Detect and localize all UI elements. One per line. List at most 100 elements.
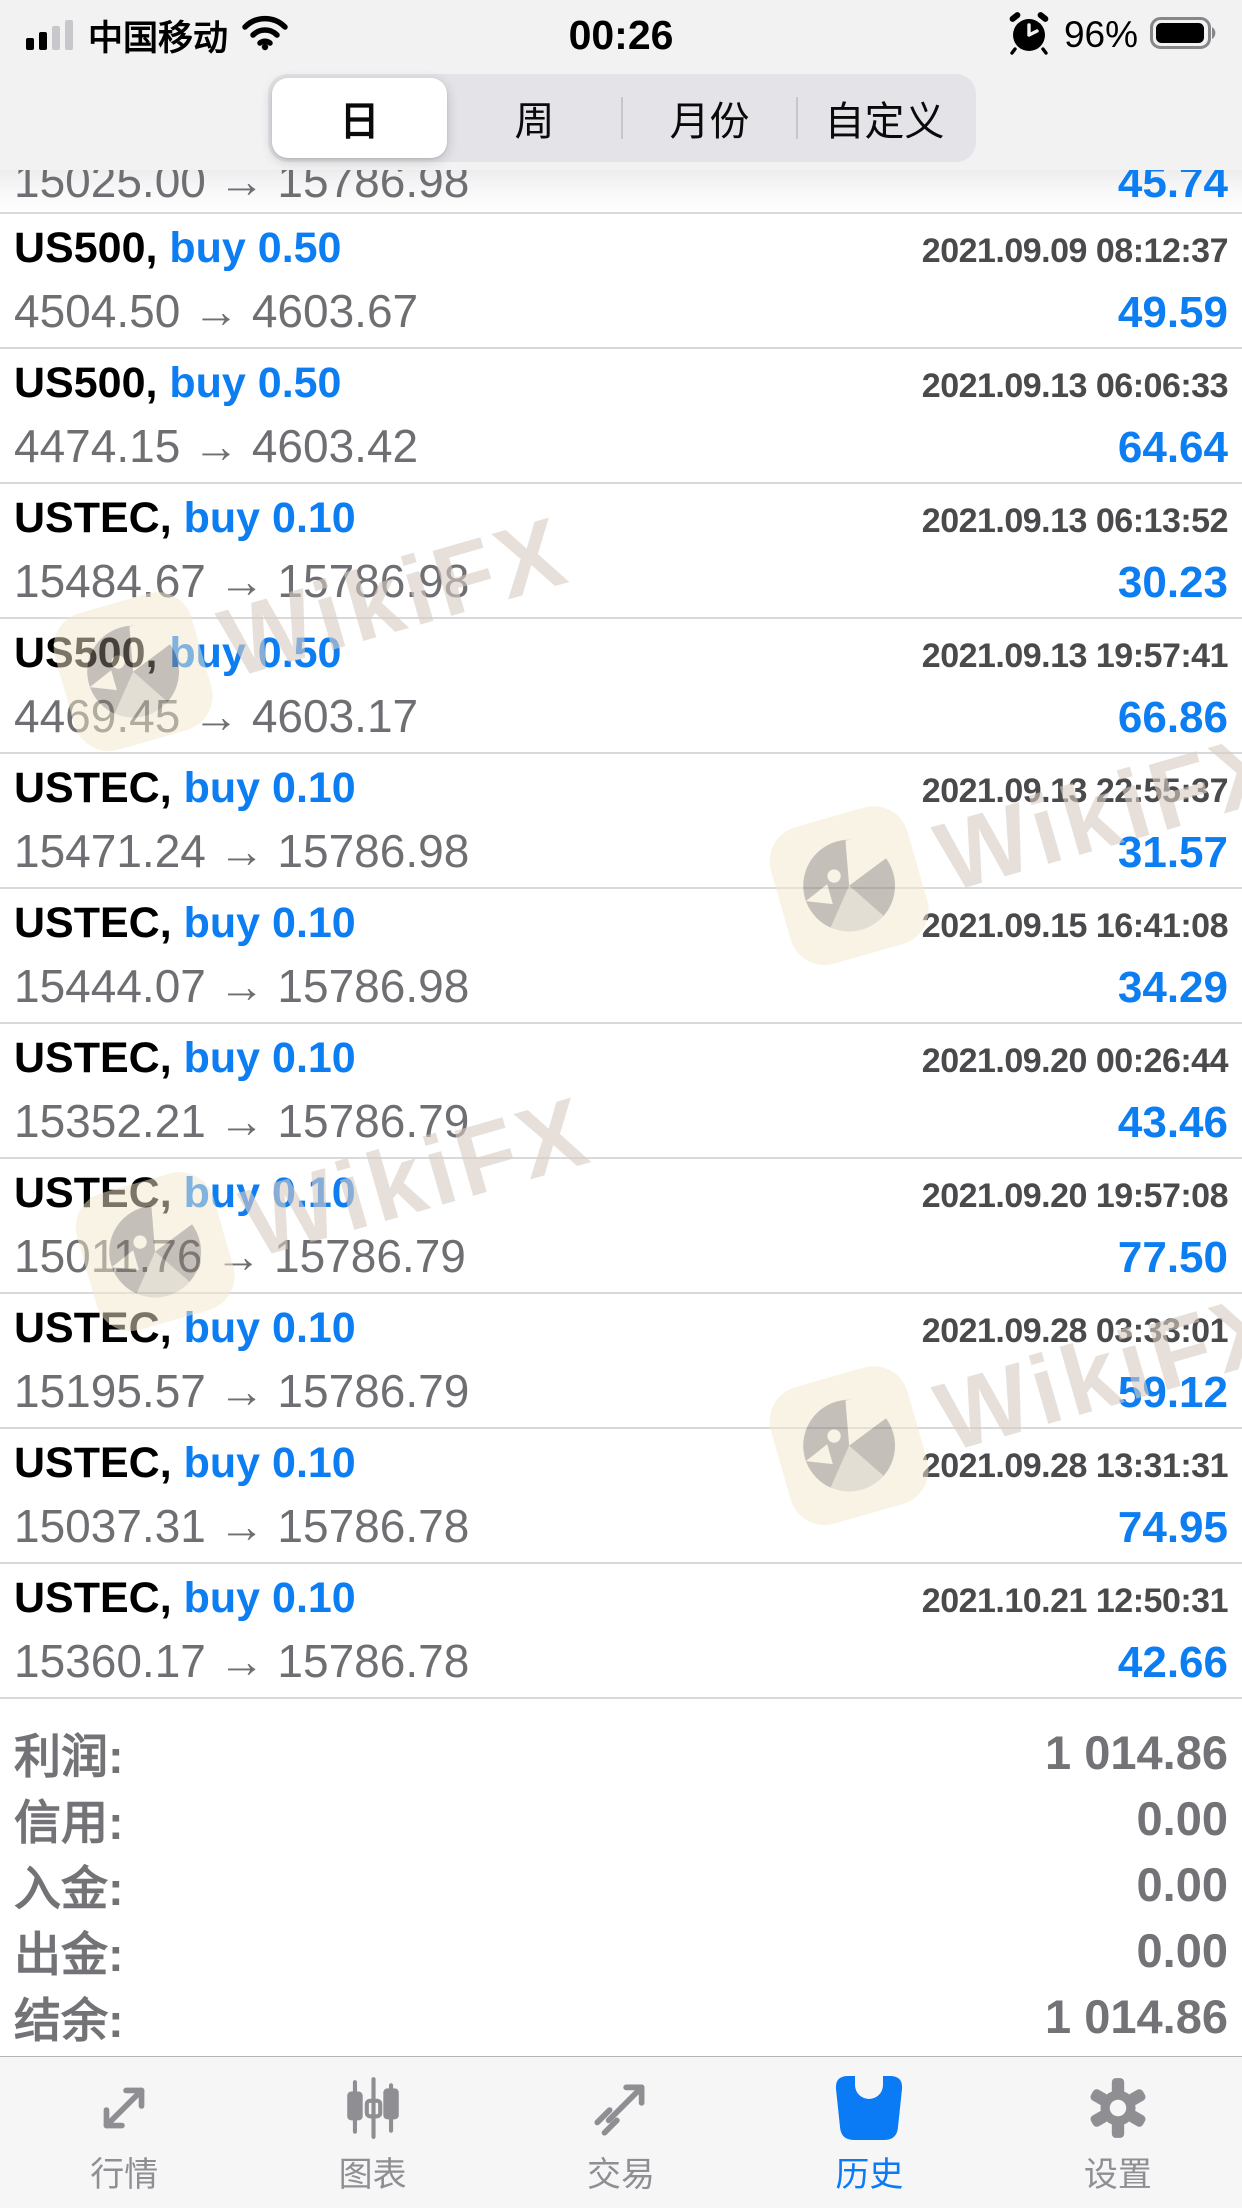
trade-profit: 59.12 [1117,1368,1228,1417]
alarm-clock-icon [1006,10,1052,61]
trade-arrow-icon [588,2073,654,2143]
table-row[interactable]: USTEC, buy 0.10 2021.09.13 06:13:52 1548… [0,484,1242,619]
trade-prices: 15195.57 → 15786.79 [14,1365,470,1417]
trade-title: US500, buy 0.50 [14,629,341,678]
side-volume-label: buy 0.10 [183,764,356,812]
table-row-clipped[interactable]: 15025.00 → 15786.98 45.74 [0,170,1242,214]
symbol-label: USTEC, [14,1304,172,1352]
trade-profit: 64.64 [1117,423,1228,472]
tab-history[interactable]: 历史 [745,2057,993,2208]
trade-datetime: 2021.09.13 06:06:33 [921,367,1229,405]
trade-profit: 66.86 [1117,693,1228,742]
trade-prices: 15352.21 → 15786.79 [14,1095,470,1147]
symbol-label: USTEC, [14,1574,172,1622]
period-tab-label: 日 [339,100,380,144]
symbol-label: USTEC, [14,764,172,812]
battery-percent-label: 96% [1063,14,1138,55]
table-row[interactable]: USTEC, buy 0.10 2021.09.20 19:57:08 1501… [0,1159,1242,1294]
table-row[interactable]: USTEC, buy 0.10 2021.09.28 13:31:31 1503… [0,1429,1242,1564]
trade-datetime: 2021.09.15 16:41:08 [921,907,1229,945]
period-tab-label: 周 [514,100,555,144]
period-tab[interactable]: 日 [272,78,447,158]
status-bar: 00:26 中国移动 96% [0,0,1242,64]
symbol-label: USTEC, [14,1034,172,1082]
side-volume-label: buy 0.10 [183,1304,356,1352]
trade-prices: 15471.24 → 15786.98 [14,825,470,877]
trade-datetime: 2021.09.09 08:12:37 [921,232,1229,270]
summary-value: 0.00 [1136,1857,1228,1911]
trade-profit: 43.46 [1117,1098,1228,1147]
table-row[interactable]: US500, buy 0.50 2021.09.09 08:12:37 4504… [0,214,1242,349]
side-volume-label: buy 0.50 [169,224,342,272]
tab-label: 行情 [90,2156,159,2194]
trade-profit: 31.57 [1117,828,1228,877]
period-tab[interactable]: 自定义 [796,78,972,158]
history-tray-icon [831,2073,907,2143]
side-volume-label: buy 0.50 [169,629,342,677]
history-list[interactable]: 15025.00 → 15786.98 45.74 US500, buy 0.5… [0,170,1242,2056]
wifi-icon [240,14,290,57]
table-row[interactable]: USTEC, buy 0.10 2021.09.13 22:55:37 1547… [0,754,1242,889]
table-row[interactable]: US500, buy 0.50 2021.09.13 19:57:41 4469… [0,619,1242,754]
trade-title: US500, buy 0.50 [14,224,341,273]
table-row[interactable]: USTEC, buy 0.10 2021.09.28 03:33:01 1519… [0,1294,1242,1429]
summary-row: 结余: 1 014.86 [14,1983,1228,2049]
side-volume-label: buy 0.10 [183,1439,356,1487]
period-tab[interactable]: 月份 [621,78,797,158]
trade-profit: 77.50 [1117,1233,1228,1282]
side-volume-label: buy 0.50 [169,359,342,407]
period-tab[interactable]: 周 [447,78,622,158]
summary-row: 利润: 1 014.86 [14,1719,1228,1785]
trade-datetime: 2021.09.13 19:57:41 [921,637,1229,675]
trade-profit: 49.59 [1117,288,1228,337]
trade-profit: 30.23 [1117,558,1228,607]
account-summary: 利润: 1 014.86 信用: 0.00 入金: 0.00 出金: 0.00 … [0,1699,1242,2049]
table-row[interactable]: US500, buy 0.50 2021.09.13 06:06:33 4474… [0,349,1242,484]
summary-value: 0.00 [1136,1923,1228,1977]
symbol-label: USTEC, [14,494,172,542]
trade-datetime: 2021.09.13 06:13:52 [921,502,1229,540]
table-row[interactable]: USTEC, buy 0.10 2021.09.20 00:26:44 1535… [0,1024,1242,1159]
summary-label: 出金: [14,1927,124,1981]
trade-profit: 42.66 [1117,1638,1228,1687]
trade-datetime: 2021.09.20 19:57:08 [921,1177,1229,1215]
trade-title: USTEC, buy 0.10 [14,1574,356,1623]
trade-title: USTEC, buy 0.10 [14,764,356,813]
trade-title: USTEC, buy 0.10 [14,1304,356,1353]
period-tab-label: 自定义 [824,100,945,144]
table-row[interactable]: USTEC, buy 0.10 2021.09.15 16:41:08 1544… [0,889,1242,1024]
trade-datetime: 2021.09.13 22:55:37 [921,772,1229,810]
side-volume-label: buy 0.10 [183,899,356,947]
summary-value: 1 014.86 [1045,1725,1228,1779]
summary-row: 出金: 0.00 [14,1917,1228,1983]
trade-title: US500, buy 0.50 [14,359,341,408]
tab-quotes[interactable]: 行情 [0,2057,248,2208]
symbol-label: US500, [14,224,158,272]
summary-label: 信用: [14,1795,124,1849]
cellular-signal-icon [26,15,76,56]
carrier-label: 中国移动 [88,18,229,58]
quotes-arrows-icon [91,2073,157,2143]
tab-label: 图表 [338,2156,407,2194]
trade-prices: 4469.45 → 4603.17 [14,690,419,742]
period-tab-label: 月份 [669,100,750,144]
tab-charts[interactable]: 图表 [248,2057,496,2208]
side-volume-label: buy 0.10 [183,1034,356,1082]
trade-rows: US500, buy 0.50 2021.09.09 08:12:37 4504… [0,214,1242,1699]
trade-profit: 45.74 [1117,170,1228,207]
trade-profit: 74.95 [1117,1503,1228,1552]
tab-label: 交易 [587,2156,656,2194]
tab-label: 历史 [835,2156,904,2194]
period-segmented-control: 日 周 月份 自定义 [268,74,976,162]
table-row[interactable]: USTEC, buy 0.10 2021.10.21 12:50:31 1536… [0,1564,1242,1699]
trade-prices: 4504.50 → 4603.67 [14,285,419,337]
summary-value: 0.00 [1136,1791,1228,1845]
trade-datetime: 2021.09.28 03:33:01 [921,1312,1229,1350]
tab-settings[interactable]: 设置 [994,2057,1242,2208]
symbol-label: US500, [14,359,158,407]
summary-label: 入金: [14,1861,124,1915]
trade-title: USTEC, buy 0.10 [14,1034,356,1083]
tab-trade[interactable]: 交易 [497,2057,745,2208]
summary-row: 信用: 0.00 [14,1785,1228,1851]
